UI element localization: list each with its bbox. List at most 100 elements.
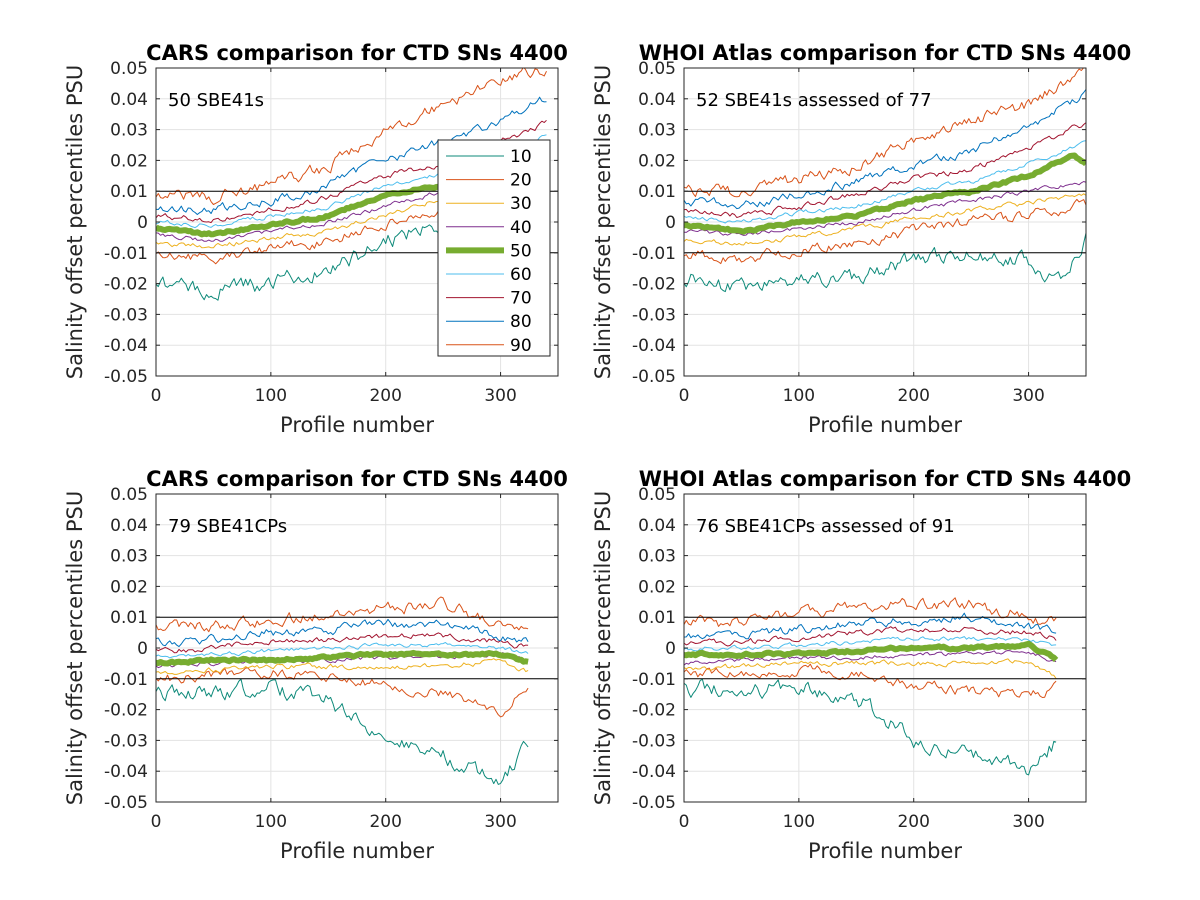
y-tick-label: 0.04 <box>638 516 676 536</box>
series-line-p10 <box>156 678 529 785</box>
y-tick-label: 0 <box>137 213 148 233</box>
series-line-p90 <box>684 68 1085 198</box>
y-tick-label: -0.02 <box>104 701 148 721</box>
y-tick-label: -0.01 <box>632 670 676 690</box>
y-tick-label: -0.01 <box>632 244 676 264</box>
chart-title: CARS comparison for CTD SNs 4400 <box>146 41 568 65</box>
y-tick-label: 0.01 <box>638 608 676 628</box>
y-axis-label: Salinity offset percentiles PSU <box>591 491 615 805</box>
x-tick-label: 300 <box>1012 812 1044 832</box>
x-tick-label: 0 <box>679 812 690 832</box>
y-tick-label: -0.05 <box>104 367 148 387</box>
y-tick-label: 0.05 <box>638 59 676 79</box>
series-line-p70 <box>156 632 529 654</box>
y-tick-label: 0.03 <box>110 121 148 141</box>
x-tick-label: 0 <box>151 812 162 832</box>
series-line-p80 <box>684 612 1057 640</box>
chart-panel-1: -0.05 -0.04 -0.03 -0.02 -0.01 0 0.01 0.02 0.03 0.… <box>63 41 568 437</box>
series-line-p40 <box>684 181 1086 236</box>
series-line-p30 <box>156 658 529 675</box>
y-tick-label: 0.02 <box>638 577 676 597</box>
series-line-p30 <box>684 193 1086 246</box>
series-line-p80 <box>156 96 547 215</box>
x-tick-label: 100 <box>783 386 815 406</box>
y-tick-label: 0.04 <box>110 516 148 536</box>
y-tick-label: 0.01 <box>110 182 148 202</box>
y-tick-label: 0 <box>137 639 148 659</box>
y-tick-label: 0.03 <box>638 121 676 141</box>
y-tick-label: 0.04 <box>638 90 676 110</box>
legend-label-p60: 60 <box>510 265 532 285</box>
x-axis-label: Profile number <box>808 413 962 437</box>
y-tick-label: 0 <box>665 639 676 659</box>
series-line-p70 <box>684 122 1086 218</box>
x-tick-label: 300 <box>1012 386 1044 406</box>
series-line-p60 <box>684 636 1057 652</box>
x-tick-label: 0 <box>679 386 690 406</box>
series-line-p80 <box>684 89 1086 210</box>
y-tick-label: -0.04 <box>632 336 676 356</box>
series-line-p10 <box>684 678 1057 776</box>
annotation-text: 79 SBE41CPs <box>168 516 287 537</box>
series-line-p90 <box>684 597 1057 627</box>
series-line-p80 <box>156 618 529 648</box>
series-line-p50 <box>156 649 529 667</box>
y-tick-label: 0.05 <box>110 59 148 79</box>
legend-label-p70: 70 <box>510 289 532 309</box>
y-axis-label: Salinity offset percentiles PSU <box>63 491 87 805</box>
y-tick-label: 0.02 <box>638 151 676 171</box>
y-axis-label: Salinity offset percentiles PSU <box>63 65 87 379</box>
legend-label-p30: 30 <box>510 194 532 214</box>
x-tick-label: 300 <box>484 812 516 832</box>
x-axis-label: Profile number <box>280 839 434 863</box>
series-line-p20 <box>684 198 1086 265</box>
legend-label-p80: 80 <box>510 312 532 332</box>
y-tick-label: -0.03 <box>104 731 148 751</box>
series-line-p60 <box>156 642 529 659</box>
y-tick-label: -0.03 <box>632 731 676 751</box>
series-line-p40 <box>684 650 1057 666</box>
x-tick-label: 100 <box>255 812 287 832</box>
x-tick-label: 0 <box>151 386 162 406</box>
x-tick-label: 100 <box>255 386 287 406</box>
y-tick-label: 0.02 <box>110 577 148 597</box>
annotation-text: 52 SBE41s assessed of 77 <box>696 90 932 111</box>
y-tick-label: 0.02 <box>110 151 148 171</box>
x-tick-label: 200 <box>369 386 401 406</box>
y-tick-label: 0.03 <box>110 547 148 567</box>
legend-label-p90: 90 <box>510 336 532 356</box>
x-axis-label: Profile number <box>280 413 434 437</box>
chart-panel-3: -0.05 -0.04 -0.03 -0.02 -0.01 0 0.01 0.02 0.03 0.… <box>63 467 568 863</box>
y-axis-label: Salinity offset percentiles PSU <box>591 65 615 379</box>
y-tick-label: -0.04 <box>104 336 148 356</box>
y-tick-label: -0.05 <box>632 367 676 387</box>
y-tick-label: -0.02 <box>104 275 148 295</box>
chart-panel-4: -0.05 -0.04 -0.03 -0.02 -0.01 0 0.01 0.02 0.03 0.… <box>591 467 1131 863</box>
annotation-text: 76 SBE41CPs assessed of 91 <box>696 516 955 537</box>
legend-label-p40: 40 <box>510 218 532 238</box>
legend: 10 20 30 40 50 60 70 80 90 <box>437 139 551 357</box>
series-line-p90 <box>156 596 529 633</box>
x-tick-label: 200 <box>897 812 929 832</box>
y-tick-label: 0.04 <box>110 90 148 110</box>
series-line-p70 <box>684 626 1057 647</box>
y-tick-label: 0.01 <box>110 608 148 628</box>
x-tick-label: 200 <box>897 386 929 406</box>
series-line-p60 <box>684 140 1086 224</box>
y-tick-label: -0.01 <box>104 244 148 264</box>
series-line-p50 <box>684 152 1086 235</box>
y-tick-label: 0 <box>665 213 676 233</box>
y-tick-label: -0.04 <box>632 762 676 782</box>
y-tick-label: -0.04 <box>104 762 148 782</box>
legend-label-p10: 10 <box>510 147 532 167</box>
y-tick-label: -0.02 <box>632 275 676 295</box>
y-tick-label: -0.05 <box>104 793 148 813</box>
y-tick-label: -0.02 <box>632 701 676 721</box>
y-tick-label: -0.05 <box>632 793 676 813</box>
series-line-p50 <box>684 640 1059 663</box>
chart-title: WHOI Atlas comparison for CTD SNs 4400 <box>639 41 1132 65</box>
y-tick-label: 0.01 <box>638 182 676 202</box>
y-tick-label: 0.05 <box>110 485 148 505</box>
series-line-p90 <box>156 68 547 205</box>
